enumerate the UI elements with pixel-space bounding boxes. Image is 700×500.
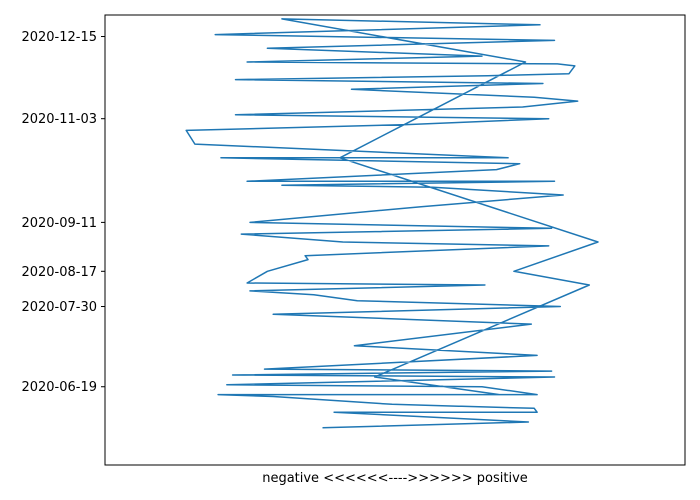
y-tick-label: 2020-12-15	[21, 30, 97, 45]
y-tick-label: 2020-07-30	[21, 300, 97, 315]
series-points	[186, 18, 599, 428]
y-tick-label: 2020-11-03	[21, 112, 97, 127]
series-line	[185, 18, 599, 429]
y-axis-ticks: 2020-06-19 2020-07-30 2020-08-17 2020-09-11…	[21, 30, 105, 395]
x-axis-label: negative <<<<<<---->>>>>> positive	[262, 471, 528, 486]
y-tick-label: 2020-09-11	[21, 216, 97, 231]
y-tick-label: 2020-08-17	[21, 265, 97, 280]
plot-frame	[104, 14, 686, 466]
y-tick-label: 2020-06-19	[21, 380, 97, 395]
